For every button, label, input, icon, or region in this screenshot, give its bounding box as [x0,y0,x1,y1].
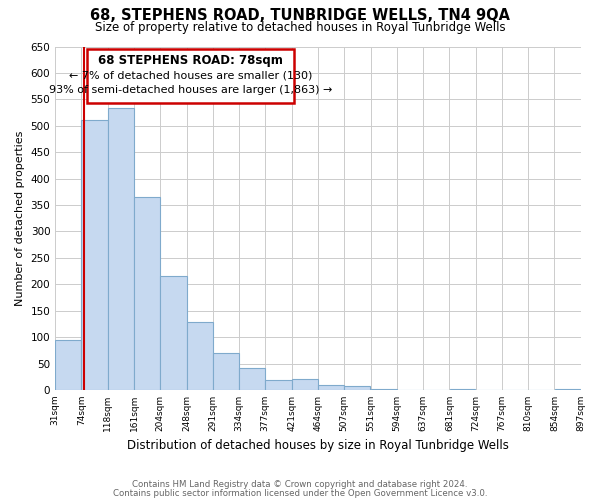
FancyBboxPatch shape [87,48,294,102]
Text: Contains public sector information licensed under the Open Government Licence v3: Contains public sector information licen… [113,488,487,498]
Text: Contains HM Land Registry data © Crown copyright and database right 2024.: Contains HM Land Registry data © Crown c… [132,480,468,489]
Bar [344,386,370,390]
Text: 68 STEPHENS ROAD: 78sqm: 68 STEPHENS ROAD: 78sqm [98,54,283,68]
Bar [160,276,187,390]
Bar [292,380,317,390]
Text: ← 7% of detached houses are smaller (130): ← 7% of detached houses are smaller (130… [69,70,312,81]
Text: 68, STEPHENS ROAD, TUNBRIDGE WELLS, TN4 9QA: 68, STEPHENS ROAD, TUNBRIDGE WELLS, TN4 … [90,8,510,22]
Bar [265,380,292,390]
X-axis label: Distribution of detached houses by size in Royal Tunbridge Wells: Distribution of detached houses by size … [127,440,509,452]
Bar [239,368,265,390]
Bar [554,389,580,390]
Text: Size of property relative to detached houses in Royal Tunbridge Wells: Size of property relative to detached ho… [95,21,505,34]
Bar [187,322,213,390]
Bar [82,120,108,390]
Bar [213,353,239,390]
Bar [318,384,344,390]
Bar [134,197,160,390]
Text: 93% of semi-detached houses are larger (1,863) →: 93% of semi-detached houses are larger (… [49,85,332,95]
Bar [55,340,81,390]
Bar [371,389,397,390]
Y-axis label: Number of detached properties: Number of detached properties [15,130,25,306]
Bar [108,108,134,390]
